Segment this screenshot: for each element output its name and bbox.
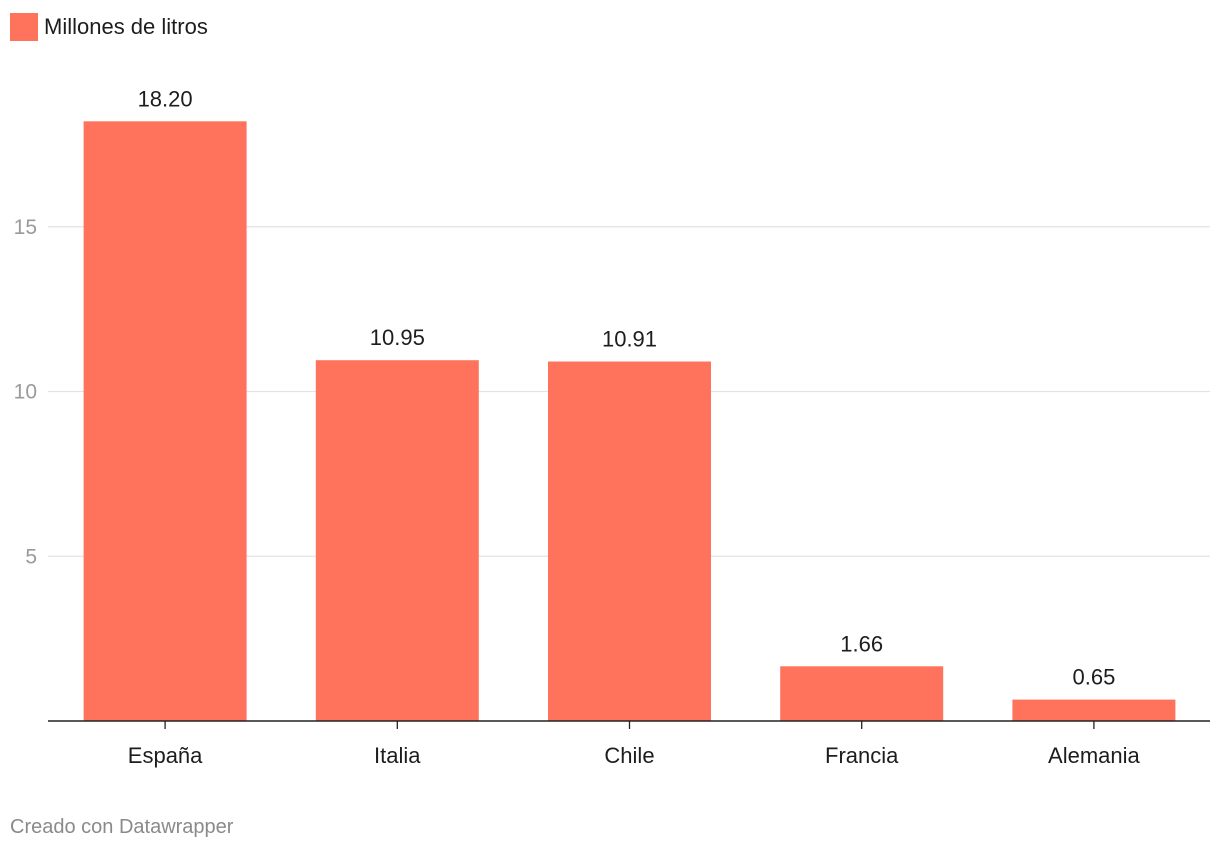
bars: 18.20 10.95 10.91 1.66 0.65 — [83, 86, 1176, 721]
bar-value-label: 1.66 — [840, 631, 883, 656]
x-category-label: España — [128, 743, 203, 768]
bar-value-label: 18.20 — [138, 86, 193, 111]
legend: Millones de litros — [10, 12, 208, 42]
x-axis: España Italia Chile Francia Alemania — [48, 720, 1210, 768]
y-tick-label: 10 — [14, 381, 37, 404]
x-category-label: Italia — [374, 743, 421, 768]
y-tick-label: 15 — [14, 216, 37, 239]
x-category-label: Chile — [604, 743, 654, 768]
credit-text: Creado con Datawrapper — [10, 816, 234, 838]
bar — [1012, 699, 1176, 721]
x-category-label: Alemania — [1048, 743, 1140, 768]
bar — [315, 360, 479, 721]
bar-chart: 5 10 15 18.20 10.95 10.91 1.66 0.65 España Ital… — [14, 86, 1210, 768]
legend-label: Millones de litros — [44, 14, 208, 39]
bar — [548, 361, 711, 721]
bar-value-label: 10.91 — [602, 327, 657, 352]
bar-value-label: 0.65 — [1072, 665, 1115, 690]
y-tick-label: 5 — [25, 545, 37, 568]
bar-value-label: 10.95 — [370, 325, 425, 350]
x-category-label: Francia — [825, 743, 899, 768]
bar — [780, 666, 944, 721]
bar — [83, 121, 247, 721]
legend-swatch — [10, 13, 38, 41]
